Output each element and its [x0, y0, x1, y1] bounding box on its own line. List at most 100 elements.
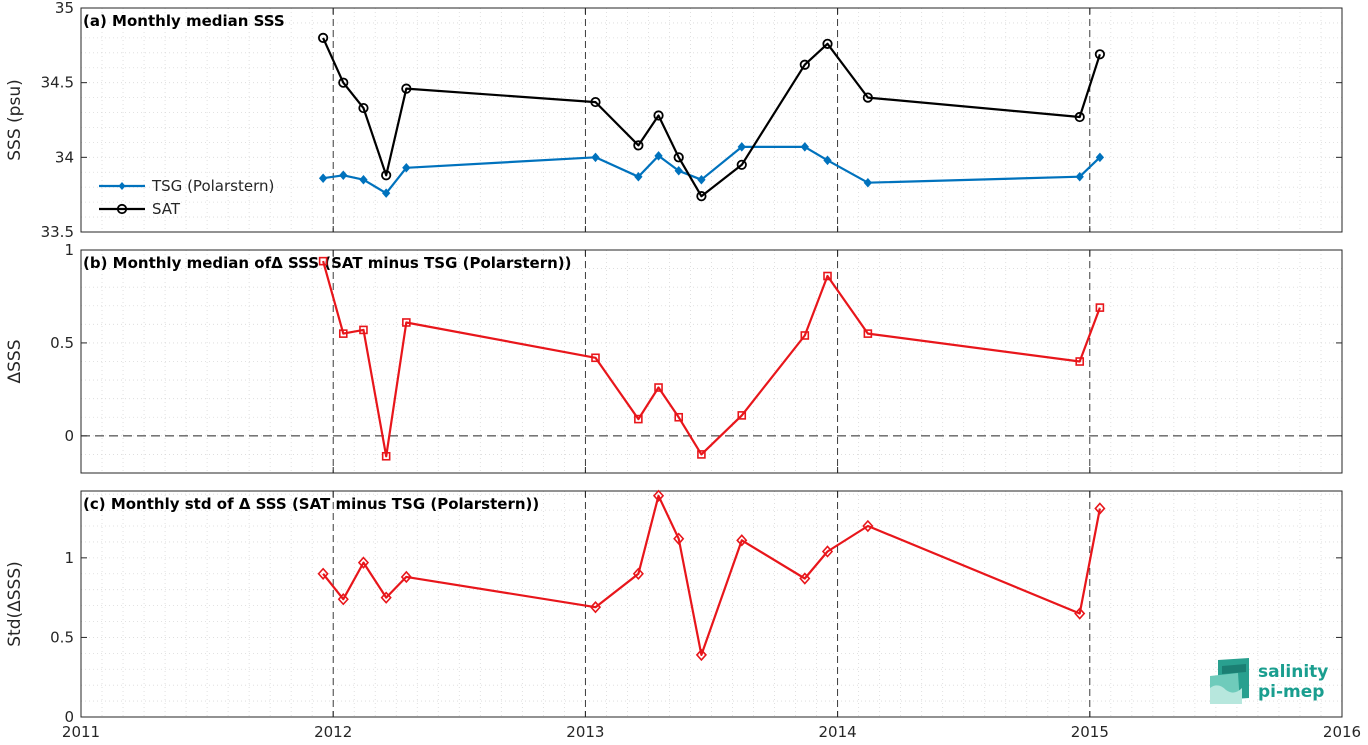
y-tick-label: 34 [55, 148, 74, 166]
data-point [697, 450, 706, 459]
data-point [1074, 607, 1086, 620]
legend-label: TSG (Polarstern) [151, 177, 274, 195]
data-point [697, 174, 706, 185]
data-point [318, 256, 328, 266]
legend-marker [116, 203, 128, 215]
data-point [359, 325, 368, 335]
data-point [1095, 303, 1105, 312]
data-point [674, 166, 683, 176]
y-tick-label: 0.5 [50, 628, 74, 646]
data-point [673, 152, 684, 163]
data-point [695, 648, 707, 662]
data-point [862, 519, 874, 533]
data-point [863, 177, 873, 188]
data-point [318, 173, 328, 183]
data-point [633, 140, 644, 151]
data-point [1074, 111, 1085, 123]
data-point [1075, 171, 1084, 182]
x-tick-label: 2012 [314, 723, 352, 741]
x-tick-label: 2013 [566, 723, 604, 741]
data-point [654, 383, 663, 392]
legend-label: SAT [152, 200, 181, 218]
data-point [339, 170, 348, 181]
data-point [591, 152, 600, 163]
data-point [737, 411, 747, 420]
data-point [799, 572, 811, 585]
y-tick-label: 33.5 [41, 223, 74, 241]
data-point [634, 171, 643, 182]
y-tick-label: 34.5 [41, 74, 74, 92]
data-point [317, 567, 329, 580]
salinity-pi-mep-logo: salinity pi-mep [1210, 658, 1328, 704]
data-point [862, 92, 873, 103]
y-axis-label: Std(ΔSSS) [5, 561, 25, 647]
x-tick-label: 2016 [1323, 723, 1361, 741]
data-point [863, 329, 873, 338]
panel-title: (a) Monthly median SSS [83, 12, 285, 30]
y-axis-label: ΔSSS [5, 339, 25, 383]
data-point [591, 353, 600, 363]
data-point [1094, 502, 1106, 515]
y-tick-label: 0.5 [50, 334, 74, 352]
series-line [322, 494, 1101, 657]
data-point [1094, 49, 1105, 60]
x-tick-label: 2014 [819, 723, 857, 741]
y-tick-label: 0 [64, 708, 74, 726]
data-point [400, 570, 412, 584]
data-point [381, 451, 391, 461]
data-point [1075, 357, 1085, 366]
axes-box [80, 7, 1343, 233]
y-axis-label: SSS (psu) [5, 79, 25, 160]
y-tick-label: 1 [64, 549, 74, 567]
data-point [590, 96, 601, 108]
data-point [381, 188, 391, 198]
y-tick-label: 1 [64, 241, 74, 259]
y-tick-label: 35 [55, 0, 74, 17]
data-point [380, 591, 392, 604]
data-point [822, 38, 833, 49]
data-point [737, 142, 746, 152]
data-point [821, 545, 834, 558]
data-point [402, 318, 411, 327]
data-point [673, 532, 685, 545]
data-point [338, 329, 348, 338]
data-point [337, 593, 349, 606]
series-line [322, 145, 1101, 195]
data-point [632, 567, 644, 580]
data-point [654, 151, 663, 161]
data-point [357, 556, 370, 569]
data-point [823, 155, 832, 166]
x-tick-label: 2011 [62, 723, 100, 741]
data-point [634, 414, 643, 424]
panel-a: 33.5 34 34.5 35 SSS (psu) (a) Monthly median … [5, 0, 1343, 241]
data-point [381, 170, 392, 181]
data-point [358, 102, 369, 114]
data-point [736, 159, 747, 170]
data-point [674, 412, 684, 422]
data-point [800, 142, 809, 152]
data-point [653, 110, 664, 121]
data-point [696, 191, 707, 202]
axes-box [80, 490, 1343, 718]
x-tick-label: 2015 [1071, 723, 1109, 741]
data-point [799, 59, 810, 70]
data-point [736, 534, 748, 547]
data-point [401, 83, 412, 94]
panel-c: 0 0.5 1 2011 2012 2013 2014 2015 2016 Std(ΔSSS) (c… [5, 489, 1361, 741]
legend-marker [118, 182, 126, 190]
data-point [359, 174, 368, 185]
series-line [322, 260, 1101, 458]
legend: TSG (Polarstern) SAT [99, 177, 274, 218]
series-line [322, 37, 1101, 198]
data-point [589, 600, 602, 614]
logo-line1: salinity [1258, 662, 1328, 682]
logo-icon [1210, 658, 1249, 704]
logo-line2: pi-mep [1258, 682, 1324, 702]
panel-title: (c) Monthly std of Δ SSS (SAT minus TSG … [83, 495, 539, 513]
axes-box [80, 249, 1343, 474]
data-point [338, 77, 349, 88]
data-point [402, 163, 411, 173]
data-point [800, 331, 810, 340]
